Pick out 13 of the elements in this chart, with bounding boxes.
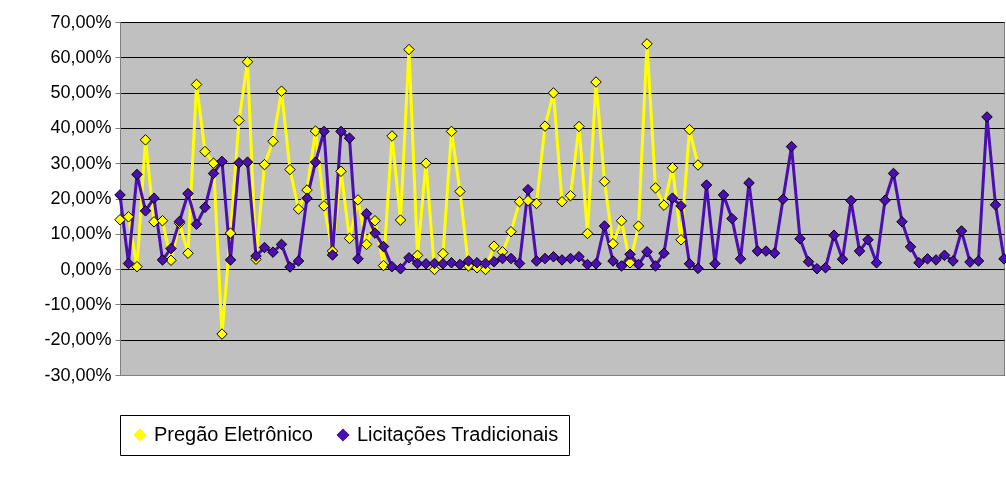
y-tick-label: 40,00% bbox=[50, 117, 112, 138]
legend-label: Pregão Eletrônico bbox=[154, 423, 313, 445]
y-tick-label: -10,00% bbox=[44, 293, 112, 314]
y-tick-label: 50,00% bbox=[50, 82, 112, 103]
y-tick-label: -30,00% bbox=[44, 364, 112, 385]
y-tick-label: 0,00% bbox=[60, 258, 112, 279]
y-tick-label: 70,00% bbox=[50, 11, 112, 32]
y-tick-label: 30,00% bbox=[50, 152, 112, 173]
y-tick-label: 10,00% bbox=[50, 223, 112, 244]
legend-label: Licitações Tradicionais bbox=[357, 423, 559, 445]
y-tick-label: 60,00% bbox=[50, 46, 112, 67]
y-tick-label: 20,00% bbox=[50, 188, 112, 208]
y-tick-label: -20,00% bbox=[44, 329, 112, 350]
